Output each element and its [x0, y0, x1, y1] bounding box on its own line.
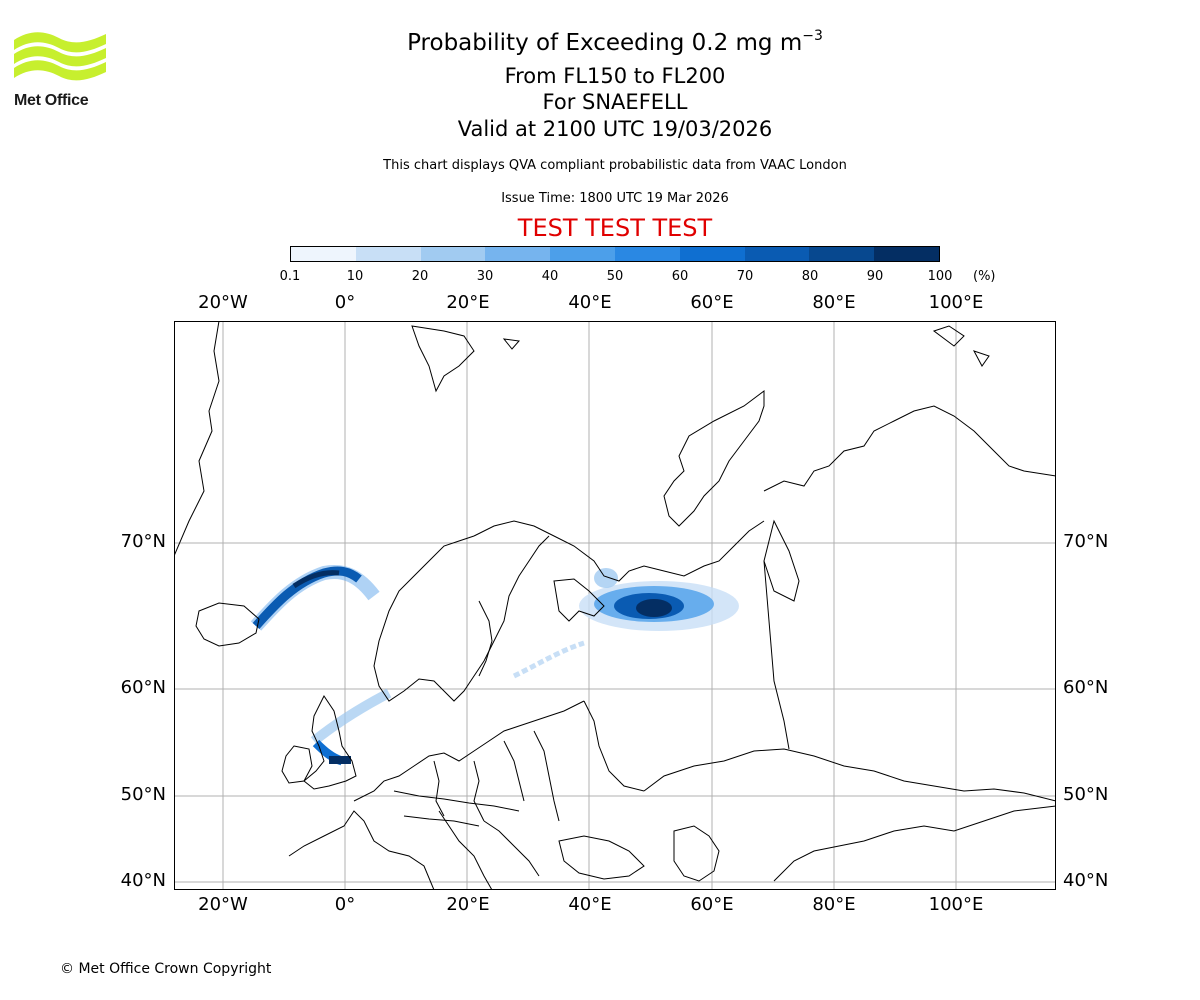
colorbar-segment: [744, 247, 810, 261]
longitude-label: 100°E: [928, 894, 984, 915]
ash-plume-iceland: [250, 565, 380, 631]
longitude-label: 0°: [334, 292, 356, 313]
met-office-logo-icon: [14, 32, 106, 81]
source-note: This chart displays QVA compliant probab…: [383, 158, 847, 173]
colorbar-tick-label: 30: [476, 269, 494, 284]
colorbar-segment: [420, 247, 486, 261]
colorbar-tick-label: 100: [927, 269, 953, 284]
valid-time: Valid at 2100 UTC 19/03/2026: [457, 117, 773, 141]
latitude-label: 40°N: [1063, 870, 1109, 891]
colorbar-segment: [291, 247, 356, 261]
longitude-label: 60°E: [690, 292, 734, 313]
latitude-label: 40°N: [120, 870, 166, 891]
latitude-label: 70°N: [1063, 531, 1109, 552]
colorbar-tick-label: 50: [606, 269, 624, 284]
colorbar-tick-label: 60: [671, 269, 689, 284]
longitude-label: 80°E: [812, 894, 856, 915]
met-office-logo-text: Met Office: [14, 92, 89, 109]
colorbar-segment: [679, 247, 745, 261]
colorbar-tick-label: 40: [541, 269, 559, 284]
chart-title: Probability of Exceeding 0.2 mg m−3: [407, 28, 823, 56]
colorbar-segment: [809, 247, 875, 261]
latitude-label: 60°N: [120, 677, 166, 698]
ash-plume-russia: [579, 568, 739, 631]
issue-time: Issue Time: 1800 UTC 19 Mar 2026: [501, 191, 729, 206]
colorbar-segment: [485, 247, 551, 261]
latitude-label: 70°N: [120, 531, 166, 552]
colorbar-segment: [355, 247, 421, 261]
longitude-label: 100°E: [928, 292, 984, 313]
colorbar-tick-label: 90: [866, 269, 884, 284]
latitude-label: 50°N: [1063, 784, 1109, 805]
longitude-label: 80°E: [812, 292, 856, 313]
longitude-label: 20°W: [198, 894, 248, 915]
colorbar-tick-label: 20: [411, 269, 429, 284]
ash-plume-finland: [512, 640, 585, 679]
longitude-label: 20°E: [446, 292, 490, 313]
ash-probability-map: [174, 321, 1056, 890]
longitude-label: 20°W: [198, 292, 248, 313]
longitude-label: 40°E: [568, 894, 612, 915]
longitude-label: 20°E: [446, 894, 490, 915]
colorbar-tick-label: 70: [736, 269, 754, 284]
volcano-name: For SNAEFELL: [542, 90, 688, 114]
colorbar-tick-label: 0.1: [279, 269, 301, 284]
flight-level-range: From FL150 to FL200: [504, 64, 726, 88]
colorbar-segment: [614, 247, 680, 261]
longitude-label: 60°E: [690, 894, 734, 915]
latitude-label: 60°N: [1063, 677, 1109, 698]
test-banner: TEST TEST TEST: [517, 214, 713, 242]
latitude-label: 50°N: [120, 784, 166, 805]
probability-colorbar: [290, 246, 940, 262]
colorbar-segment: [874, 247, 939, 261]
longitude-label: 40°E: [568, 292, 612, 313]
colorbar-tick-label: 10: [346, 269, 364, 284]
colorbar-segment: [550, 247, 615, 261]
longitude-label: 0°: [334, 894, 356, 915]
coastlines: [174, 321, 1056, 890]
colorbar-unit: (%): [973, 269, 996, 284]
copyright-notice: © Met Office Crown Copyright: [60, 961, 272, 977]
ash-plume-uk: [310, 688, 392, 766]
colorbar-tick-label: 80: [801, 269, 819, 284]
